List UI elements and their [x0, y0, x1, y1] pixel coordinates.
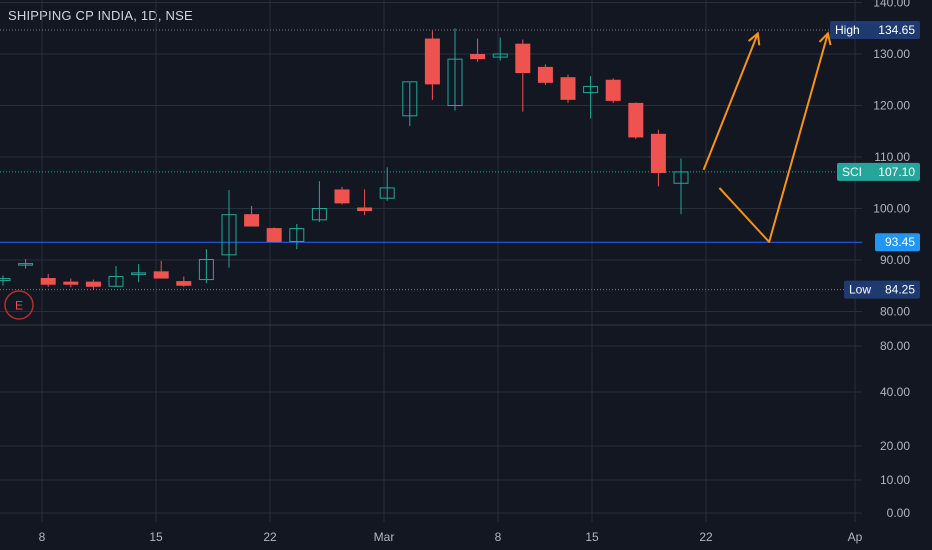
x-tick-label: Ap [848, 530, 863, 544]
low-tag-value: 84.25 [885, 283, 915, 297]
candle-body-up [18, 263, 34, 266]
candle-body-up [131, 272, 147, 275]
earnings-marker-label: E [15, 299, 23, 313]
candle-body-down [266, 228, 282, 242]
candle-body-down [334, 189, 350, 204]
annotation-arrow-2 [718, 33, 829, 243]
x-tick-label: 15 [585, 530, 599, 544]
x-tick-label: Mar [374, 530, 395, 544]
earnings-marker-circle [4, 290, 34, 320]
candle-body-up [311, 208, 327, 221]
candle-body-down [176, 281, 192, 286]
candle-body-up [492, 53, 508, 58]
candle-body-down [628, 102, 644, 138]
candle-body-down [560, 77, 576, 100]
last-price-tag-label: SCI [842, 165, 862, 179]
y-tick-label: 110.00 [874, 150, 910, 164]
candle-body-up [108, 275, 124, 287]
low-tag-bg [844, 280, 920, 299]
y-tick-label: 90.00 [880, 253, 910, 267]
y-tick-label: 40.00 [880, 385, 910, 399]
candle-body-down [244, 214, 260, 227]
annotation-arrow-1 [702, 33, 759, 171]
y-tick-label: 140.00 [873, 0, 910, 10]
candle-body-up [447, 58, 463, 106]
x-tick-label: 15 [149, 530, 163, 544]
candle-body-down [63, 281, 79, 285]
y-tick-label: 0.00 [887, 506, 911, 520]
x-tick-label: 8 [495, 530, 502, 544]
x-tick-label: 8 [39, 530, 46, 544]
y-tick-label: 120.00 [873, 99, 910, 113]
low-tag-label: Low [849, 283, 871, 297]
chart-title: SHIPPING CP INDIA, 1D, NSE [8, 8, 193, 23]
candle-body-down [537, 66, 553, 83]
candle-body-down [515, 43, 531, 74]
candle-body-down [470, 54, 486, 60]
arrowhead-2 [818, 31, 832, 46]
candle-body-up [583, 85, 599, 94]
candle-body-up [379, 187, 395, 199]
candle-body-down [85, 281, 101, 287]
candle-body-up [221, 214, 237, 256]
candle-body-down [40, 278, 56, 285]
y-tick-label: 130.00 [873, 47, 910, 61]
y-tick-label: 100.00 [873, 202, 910, 216]
x-tick-label: 22 [263, 530, 277, 544]
high-tag-value: 134.65 [878, 23, 915, 37]
high-tag-bg [830, 21, 920, 40]
high-tag-label: High [835, 23, 860, 37]
y-tick-label: 80.00 [880, 305, 910, 319]
candle-body-down [153, 271, 169, 279]
last-price-tag-bg [837, 162, 920, 181]
candle-body-up [0, 278, 11, 282]
candle-body-down [424, 38, 440, 85]
y-tick-label: 10.00 [880, 473, 910, 487]
candle-body-up [402, 81, 418, 117]
candle-body-down [605, 79, 621, 101]
candle-body-up [198, 258, 214, 281]
y-tick-label: 20.00 [880, 439, 910, 453]
last-price-tag-value: 107.10 [878, 165, 915, 179]
arrowhead-1 [747, 31, 761, 46]
level-tag-value: 93.45 [885, 235, 915, 249]
level-tag-bg [875, 233, 920, 252]
candle-body-down [357, 207, 373, 212]
candle-body-down [650, 133, 666, 173]
y-tick-label: 80.00 [880, 339, 910, 353]
candle-body-up [289, 228, 305, 242]
x-tick-label: 22 [699, 530, 713, 544]
candle-body-up [673, 171, 689, 184]
